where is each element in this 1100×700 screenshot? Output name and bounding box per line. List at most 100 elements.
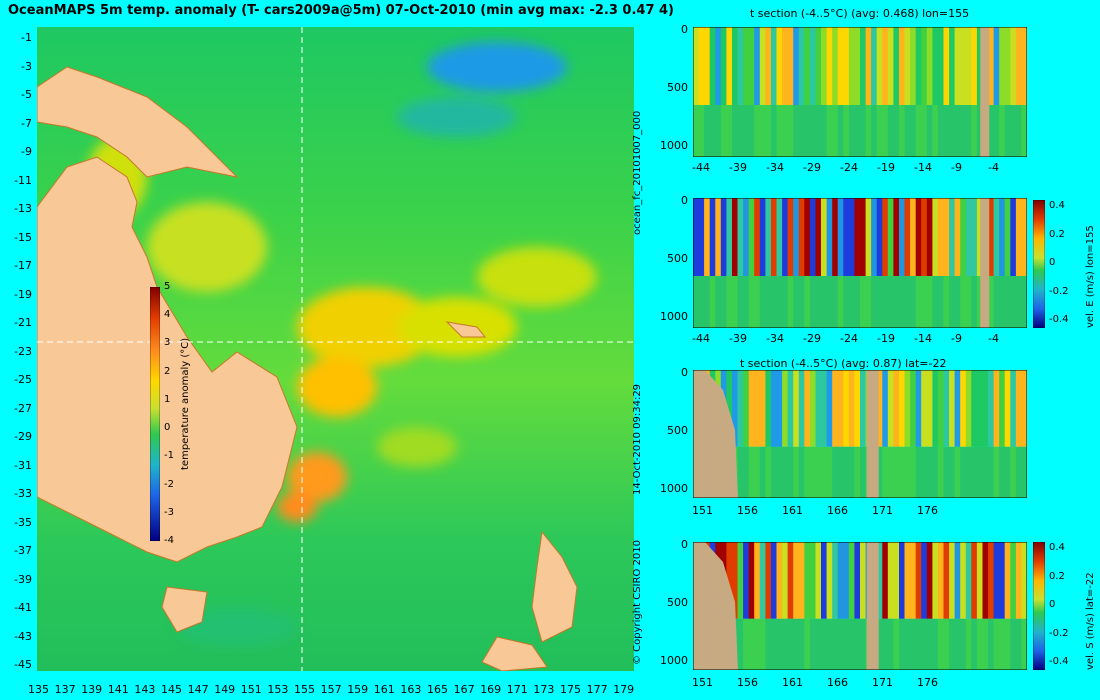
section-stripe bbox=[793, 27, 800, 105]
section-stripe bbox=[782, 542, 789, 619]
section-stripe bbox=[926, 27, 933, 105]
section-stripe bbox=[910, 542, 917, 619]
section-stripe bbox=[932, 198, 939, 276]
section-stripe bbox=[798, 542, 805, 619]
section-stripe-deep bbox=[793, 618, 800, 670]
section-stripe-deep bbox=[882, 446, 889, 498]
section-stripe-deep bbox=[871, 105, 878, 157]
section-stripe-deep bbox=[765, 105, 772, 157]
section-stripe bbox=[982, 542, 989, 619]
section-stripe bbox=[932, 27, 939, 105]
section-stripe-deep bbox=[960, 276, 967, 328]
section-stripe-deep bbox=[915, 276, 922, 328]
section-stripe bbox=[882, 542, 889, 619]
section-stripe-deep bbox=[932, 105, 939, 157]
lat-label: -21 bbox=[14, 316, 32, 329]
section-stripe bbox=[910, 27, 917, 105]
section-stripe bbox=[737, 542, 744, 619]
map-colorbar-tick: -2 bbox=[164, 478, 174, 490]
section-stripe bbox=[776, 542, 783, 619]
lon-label: 165 bbox=[427, 683, 448, 696]
section-stripe bbox=[698, 198, 705, 276]
section-stripe-deep bbox=[815, 276, 822, 328]
section-stripe bbox=[915, 370, 922, 447]
anomaly-map[interactable] bbox=[37, 27, 634, 671]
section-stripe-deep bbox=[737, 618, 744, 670]
section-stripe-deep bbox=[960, 618, 967, 670]
section-stripe bbox=[1004, 198, 1011, 276]
section-stripe-deep bbox=[982, 446, 989, 498]
section-y-tick: 1000 bbox=[660, 482, 688, 496]
section-panel-t-lon[interactable] bbox=[693, 27, 1027, 157]
lat-label: -45 bbox=[14, 658, 32, 671]
section-stripe-deep bbox=[759, 276, 766, 328]
section-stripe-deep bbox=[893, 105, 900, 157]
section-stripe bbox=[815, 542, 822, 619]
section-stripe-deep bbox=[876, 618, 883, 670]
section-stripe-deep bbox=[860, 446, 867, 498]
section-stripe-deep bbox=[1010, 105, 1017, 157]
vel-colorbar-2 bbox=[1033, 542, 1045, 670]
section-stripe-deep bbox=[971, 618, 978, 670]
section-stripe bbox=[1010, 27, 1017, 105]
section-stripe bbox=[976, 542, 983, 619]
section-stripe bbox=[921, 27, 928, 105]
section-stripe-deep bbox=[798, 276, 805, 328]
section-stripe-deep bbox=[937, 446, 944, 498]
section-stripe bbox=[848, 27, 855, 105]
section-x-tick: 166 bbox=[827, 504, 848, 517]
lon-label: 173 bbox=[533, 683, 555, 696]
land-masses bbox=[37, 66, 578, 671]
section-panel-u-lon[interactable] bbox=[693, 198, 1027, 328]
section-stripe bbox=[698, 27, 705, 105]
section-stripe-deep bbox=[748, 105, 755, 157]
section-x-tick: -4 bbox=[988, 332, 999, 345]
section-stripe-deep bbox=[765, 276, 772, 328]
section-panel-v-lat[interactable] bbox=[693, 542, 1027, 670]
section-stripe bbox=[899, 198, 906, 276]
section-stripe bbox=[782, 198, 789, 276]
section-stripe bbox=[993, 198, 1000, 276]
section-stripe-deep bbox=[876, 105, 883, 157]
section-stripe bbox=[843, 370, 850, 447]
lon-label: 179 bbox=[613, 683, 635, 696]
section-stripe bbox=[759, 27, 766, 105]
section-stripe bbox=[882, 370, 889, 447]
section-y-tick: 1000 bbox=[660, 310, 688, 324]
section-stripe bbox=[904, 370, 911, 447]
section-stripe-deep bbox=[782, 618, 789, 670]
section-land-gap bbox=[866, 370, 879, 498]
section-y-tick: 0 bbox=[681, 194, 688, 207]
vel-colorbar-tick: 0.2 bbox=[1049, 228, 1065, 240]
section-stripe bbox=[910, 198, 917, 276]
section-stripe bbox=[1021, 198, 1027, 276]
section-stripe-deep bbox=[782, 276, 789, 328]
section-stripe bbox=[770, 370, 777, 447]
section-stripe bbox=[765, 542, 772, 619]
vel-colorbar-1 bbox=[1033, 200, 1045, 328]
section-stripe bbox=[854, 27, 861, 105]
section-stripe bbox=[804, 542, 811, 619]
section-stripe bbox=[915, 27, 922, 105]
section-stripe bbox=[693, 198, 700, 276]
section-stripe bbox=[887, 27, 894, 105]
section-panel-t-lat[interactable] bbox=[693, 370, 1027, 498]
section-stripe-deep bbox=[826, 105, 833, 157]
lon-label: 157 bbox=[320, 683, 342, 696]
section-stripe-deep bbox=[904, 105, 911, 157]
section-stripe bbox=[776, 370, 783, 447]
section-stripe bbox=[826, 198, 833, 276]
section-stripe bbox=[949, 27, 956, 105]
section-stripe-deep bbox=[965, 276, 972, 328]
map-colorbar bbox=[150, 287, 160, 541]
section-stripe-deep bbox=[809, 618, 816, 670]
section-y-tick: 1000 bbox=[660, 654, 688, 668]
section-stripe-deep bbox=[698, 276, 705, 328]
section-stripe-deep bbox=[748, 276, 755, 328]
vel-colorbar-tick: 0.4 bbox=[1049, 200, 1065, 211]
section-stripe-deep bbox=[732, 105, 739, 157]
section-stripe bbox=[787, 370, 794, 447]
section-stripe-deep bbox=[1015, 446, 1022, 498]
section-y-tick: 500 bbox=[667, 596, 688, 610]
section-stripe bbox=[720, 27, 727, 105]
